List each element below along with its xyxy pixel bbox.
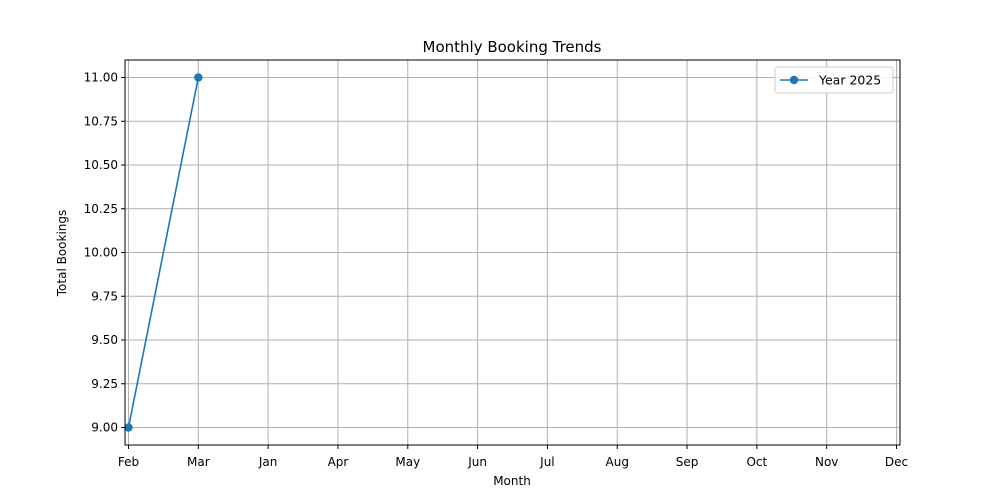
x-tick-label: Jun bbox=[467, 455, 487, 469]
series-line bbox=[127, 77, 200, 428]
chart-title: Monthly Booking Trends bbox=[423, 38, 602, 56]
y-tick-label: 9.00 bbox=[91, 421, 118, 435]
legend-box bbox=[774, 66, 894, 94]
x-tick-label: Jul bbox=[539, 455, 554, 469]
y-tick-label: 9.50 bbox=[91, 333, 118, 347]
x-tick-label: Aug bbox=[606, 455, 629, 469]
x-tick-label: May bbox=[395, 455, 420, 469]
y-tick-label: 10.00 bbox=[84, 246, 118, 260]
grid bbox=[125, 60, 900, 445]
legend-marker-swatch bbox=[789, 75, 799, 85]
y-tick-label: 10.75 bbox=[84, 114, 118, 128]
x-tick-label: Dec bbox=[885, 455, 908, 469]
legend-label: Year 2025 bbox=[818, 73, 881, 88]
legend: Year 2025 bbox=[774, 66, 894, 94]
axes: Feb Mar Jan Apr May Jun Jul Aug Sep Oct Nov Dec 9.00… bbox=[84, 59, 908, 469]
x-tick-label: Mar bbox=[187, 455, 210, 469]
x-tick-label: Oct bbox=[746, 455, 767, 469]
y-tick-label: 9.75 bbox=[91, 289, 118, 303]
x-axis-title: Month bbox=[493, 474, 531, 488]
data-point bbox=[124, 423, 133, 432]
x-tick-label: Nov bbox=[815, 455, 838, 469]
data-point bbox=[194, 73, 203, 82]
y-tick-label: 9.25 bbox=[91, 377, 118, 391]
y-tick-label: 11.00 bbox=[84, 71, 118, 85]
y-tick-label: 10.50 bbox=[84, 158, 118, 172]
x-tick-label: Sep bbox=[676, 455, 699, 469]
y-axis-title: Total Bookings bbox=[55, 210, 69, 298]
series-layer bbox=[124, 73, 203, 432]
x-tick-label: Apr bbox=[328, 455, 349, 469]
x-tick-label: Jan bbox=[258, 455, 278, 469]
y-tick-label: 10.25 bbox=[84, 202, 118, 216]
x-tick-label: Feb bbox=[118, 455, 139, 469]
